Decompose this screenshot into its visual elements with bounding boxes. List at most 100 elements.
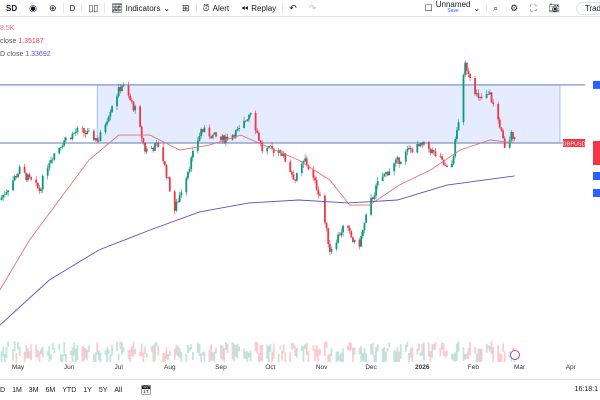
candle-body bbox=[180, 192, 183, 196]
volume-bar bbox=[352, 347, 354, 362]
candle-body bbox=[84, 133, 87, 135]
candle-body bbox=[119, 87, 122, 92]
candle-body bbox=[243, 120, 245, 128]
settings-button[interactable]: ⚙ bbox=[504, 0, 524, 17]
candle-body bbox=[312, 169, 315, 178]
alert-button[interactable]: ⏰︎ Alert bbox=[197, 0, 235, 17]
redo-button[interactable]: ↷ bbox=[303, 0, 323, 17]
range-all[interactable]: All bbox=[114, 386, 123, 394]
time-axis[interactable]: May Jun Jul Aug Sep Oct Nov Dec 2026 Feb Mar Apr bbox=[0, 362, 585, 374]
volume-bar bbox=[418, 343, 420, 351]
candle-body bbox=[279, 150, 282, 153]
volume-bar bbox=[211, 352, 214, 361]
candle-body bbox=[134, 106, 137, 111]
candle-body bbox=[497, 103, 500, 120]
compare-button[interactable]: ⊕ bbox=[43, 0, 63, 17]
undo-icon: ↶ bbox=[289, 2, 297, 13]
volume-bar bbox=[221, 345, 224, 360]
range-6m[interactable]: 6M bbox=[45, 386, 56, 394]
volume-bar bbox=[200, 353, 203, 362]
candle-body bbox=[165, 164, 168, 178]
symbol-search[interactable]: SD bbox=[0, 0, 23, 17]
candle-body bbox=[13, 176, 16, 181]
candle-body bbox=[46, 168, 49, 176]
volume-bar bbox=[365, 353, 368, 362]
calendar-icon[interactable]: 📅︎ bbox=[140, 384, 152, 395]
fullscreen-icon: ⛶ bbox=[530, 2, 537, 13]
indicators-button[interactable]: 📈︎ Indicators ⌄ bbox=[105, 0, 176, 17]
volume-bar bbox=[248, 352, 250, 358]
candle-body bbox=[490, 92, 493, 103]
price-chart[interactable]: GBPUSD bbox=[0, 17, 600, 362]
candle-body bbox=[69, 137, 72, 140]
candle-body bbox=[223, 135, 226, 143]
chart-type-button[interactable]: ▯▯ bbox=[82, 0, 104, 17]
candle-body bbox=[477, 93, 480, 98]
watch-button[interactable]: ◉ bbox=[23, 0, 43, 17]
candle-body bbox=[396, 157, 399, 160]
candle-body bbox=[408, 147, 410, 150]
volume-bar bbox=[185, 354, 188, 362]
candle-body bbox=[284, 153, 287, 162]
volume-bar bbox=[271, 352, 273, 362]
volume-bar bbox=[259, 345, 262, 362]
candle-body bbox=[487, 93, 490, 95]
templates-button[interactable]: ⊞ bbox=[176, 0, 196, 17]
volume-bar bbox=[475, 353, 478, 362]
range-3m[interactable]: 3M bbox=[28, 386, 39, 394]
divider bbox=[104, 3, 106, 13]
quick-search-button[interactable]: ⌕ bbox=[487, 0, 504, 17]
volume-bar bbox=[452, 354, 455, 361]
candle-body bbox=[442, 159, 445, 166]
candle-body bbox=[376, 181, 379, 186]
time-tick: May bbox=[11, 364, 25, 371]
volume-bar bbox=[88, 345, 90, 352]
candle-body bbox=[139, 106, 141, 127]
candle-body bbox=[50, 160, 52, 163]
volume-bar bbox=[500, 354, 503, 362]
undo-button[interactable]: ↶ bbox=[283, 0, 303, 17]
volume-bar bbox=[134, 348, 137, 355]
volume-bar bbox=[231, 342, 234, 360]
range-1y[interactable]: 1Y bbox=[83, 386, 92, 394]
range-5y[interactable]: 5Y bbox=[98, 386, 108, 394]
candle-body bbox=[53, 153, 56, 160]
price-label bbox=[593, 80, 600, 89]
candle-body bbox=[178, 195, 181, 203]
fullscreen-button[interactable]: ⛶ bbox=[524, 0, 542, 17]
layout-button[interactable]: ☐ Unnamed Save ⌄ bbox=[419, 0, 486, 17]
volume-bar bbox=[119, 341, 122, 350]
candle-body bbox=[269, 145, 272, 147]
chevron-down-icon: ⌄ bbox=[163, 3, 171, 13]
interval-button[interactable]: D bbox=[64, 0, 82, 17]
volume-bar bbox=[150, 346, 153, 352]
volume-bar bbox=[277, 353, 280, 362]
volume-bar bbox=[300, 345, 303, 351]
save-status: Save bbox=[447, 8, 459, 14]
candle-body bbox=[363, 222, 366, 230]
replay-button[interactable]: ⏪︎ Replay bbox=[235, 0, 282, 17]
trade-button[interactable]: Trad bbox=[575, 1, 600, 15]
volume-bar bbox=[416, 348, 419, 355]
range-d[interactable]: D bbox=[0, 386, 6, 394]
divider bbox=[282, 3, 284, 13]
time-tick: 2026 bbox=[415, 364, 430, 371]
range-1m[interactable]: 1M bbox=[12, 386, 22, 394]
screenshot-button[interactable]: 📷︎ bbox=[543, 0, 566, 17]
candle-body bbox=[249, 112, 252, 115]
volume-bar bbox=[107, 349, 110, 354]
volume-bar bbox=[462, 347, 465, 361]
candle-body bbox=[398, 157, 401, 164]
candle-body bbox=[211, 134, 214, 139]
volume-bar bbox=[431, 344, 434, 358]
range-ytd[interactable]: YTD bbox=[62, 386, 77, 394]
volume-bar bbox=[338, 354, 341, 362]
volume-bar bbox=[116, 341, 118, 352]
volume-bar bbox=[272, 343, 275, 359]
volume-bar bbox=[254, 341, 257, 352]
candle-body bbox=[452, 156, 455, 164]
volume-bar bbox=[192, 351, 194, 361]
candle-body bbox=[327, 227, 330, 245]
candle-body bbox=[503, 138, 506, 148]
candle-body bbox=[190, 157, 193, 169]
